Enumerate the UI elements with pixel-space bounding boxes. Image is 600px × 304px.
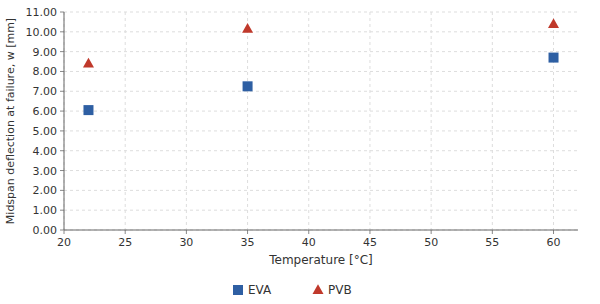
y-grid-line — [64, 190, 578, 191]
y-tick-label: 7.00 — [33, 85, 58, 98]
y-tick-label: 5.00 — [33, 125, 58, 138]
y-tick-label: 3.00 — [33, 165, 58, 178]
y-grid-line — [64, 210, 578, 211]
y-grid-line — [64, 31, 578, 32]
point — [548, 18, 559, 28]
data-points — [83, 18, 559, 115]
x-grid-line — [247, 12, 248, 230]
x-tick-label: 60 — [547, 236, 561, 249]
legend-marker — [313, 284, 324, 294]
axes: 20 25 30 35 40 45 50 55 60 0.00 1.00 2.00 3.00 4.00 5.… — [26, 6, 579, 249]
y-tick-label: 6.00 — [33, 105, 58, 118]
y-grid-line — [64, 12, 578, 13]
y-tick-label: 10.00 — [26, 26, 58, 39]
grid — [64, 12, 578, 230]
y-tick — [60, 31, 64, 32]
y-axis-line — [64, 12, 65, 230]
y-tick — [60, 51, 64, 52]
x-tick — [186, 230, 187, 234]
x-tick — [64, 230, 65, 234]
y-tick-label: 8.00 — [33, 65, 58, 78]
chart: 20 25 30 35 40 45 50 55 60 0.00 1.00 2.00 3.00 4.00 5.… — [0, 0, 600, 304]
y-tick-label: 0.00 — [33, 224, 58, 237]
y-tick — [60, 150, 64, 151]
x-grid-line — [64, 12, 65, 230]
x-grid-line — [125, 12, 126, 230]
y-tick — [60, 130, 64, 131]
x-tick-label: 20 — [57, 236, 71, 249]
x-tick-label: 45 — [363, 236, 377, 249]
y-tick — [60, 170, 64, 171]
legend-label: PVB — [328, 283, 352, 297]
legend-marker — [233, 285, 243, 295]
x-tick — [492, 230, 493, 234]
y-grid-line — [64, 170, 578, 171]
x-tick-label: 40 — [302, 236, 316, 249]
y-grid-line — [64, 111, 578, 112]
y-tick-label: 11.00 — [26, 6, 58, 19]
x-tick — [553, 230, 554, 234]
x-tick-label: 30 — [179, 236, 193, 249]
x-axis-line — [64, 230, 578, 231]
x-tick-label: 35 — [241, 236, 255, 249]
x-tick-label: 25 — [118, 236, 132, 249]
y-tick — [60, 210, 64, 211]
y-tick-label: 9.00 — [33, 46, 58, 59]
y-tick — [60, 230, 64, 231]
x-grid-line — [553, 12, 554, 230]
series — [83, 53, 558, 116]
x-tick — [125, 230, 126, 234]
x-tick — [247, 230, 248, 234]
x-tick — [308, 230, 309, 234]
point — [243, 81, 253, 91]
x-tick — [369, 230, 370, 234]
point — [549, 53, 559, 63]
x-tick-label: 55 — [485, 236, 499, 249]
y-grid-line — [64, 51, 578, 52]
y-tick — [60, 71, 64, 72]
x-axis-label: Temperature [°C] — [268, 253, 373, 267]
x-tick-label: 50 — [424, 236, 438, 249]
point — [83, 105, 93, 115]
y-grid-line — [64, 91, 578, 92]
y-tick-label: 2.00 — [33, 184, 58, 197]
y-tick — [60, 12, 64, 13]
legend-label: EVA — [248, 283, 272, 297]
y-axis-label: Midspan deflection at failure, w [mm] — [4, 18, 17, 224]
x-grid-line — [186, 12, 187, 230]
y-grid-line — [64, 71, 578, 72]
y-tick — [60, 111, 64, 112]
y-tick — [60, 91, 64, 92]
x-grid-line — [431, 12, 432, 230]
y-tick-label: 4.00 — [33, 145, 58, 158]
point — [242, 23, 253, 33]
y-tick-label: 1.00 — [33, 204, 58, 217]
point — [83, 58, 94, 68]
y-grid-line — [64, 230, 578, 231]
legend: EVA PVB — [233, 283, 352, 297]
series — [83, 18, 559, 67]
y-tick — [60, 190, 64, 191]
x-grid-line — [308, 12, 309, 230]
y-grid-line — [64, 150, 578, 151]
x-grid-line — [369, 12, 370, 230]
x-tick — [431, 230, 432, 234]
x-grid-line — [492, 12, 493, 230]
y-grid-line — [64, 130, 578, 131]
